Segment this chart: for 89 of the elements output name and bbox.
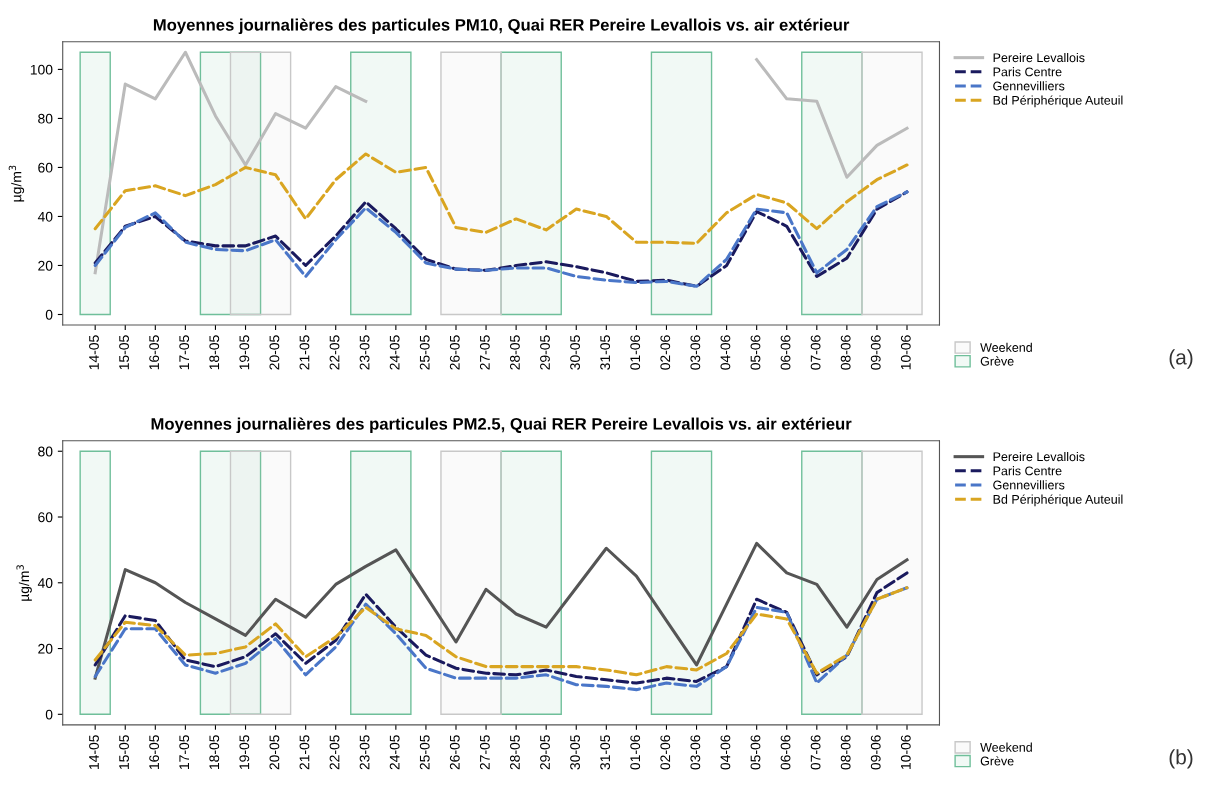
x-tick-label: 07-06 [810, 735, 821, 770]
y-tick-label: 0 [45, 309, 53, 320]
x-tick-label: 05-06 [750, 335, 761, 370]
x-tick-label: 03-06 [690, 335, 701, 370]
y-tick-label: 40 [37, 211, 53, 222]
line-series [93, 190, 909, 288]
x-tick-label: 03-06 [690, 735, 701, 770]
x-tick-label: 22-05 [329, 735, 340, 770]
x-tick-label: 15-05 [119, 735, 129, 770]
y-tick-label: 80 [38, 446, 53, 457]
x-tick-label: 18-05 [209, 735, 220, 770]
legend-label: Gennevilliers [993, 480, 1065, 490]
x-tick-label: 09-06 [870, 735, 881, 770]
x-tick-label: 06-06 [780, 735, 791, 770]
y-tick-label: 100 [30, 64, 53, 75]
legend-label: Grève [980, 356, 1014, 366]
x-tick-label: 19-05 [239, 735, 250, 770]
x-tick-label: 30-05 [570, 335, 580, 370]
x-tick-label: 02-06 [660, 735, 671, 770]
x-tick-label: 29-05 [540, 335, 550, 370]
x-tick-label: 27-05 [479, 735, 490, 770]
x-tick-label: 23-05 [359, 335, 370, 370]
line-series [93, 152, 909, 245]
x-tick-label: 10-06 [900, 335, 911, 370]
x-tick-label: 29-05 [540, 735, 550, 770]
legend-label: Bd Périphérique Auteuil [993, 95, 1123, 108]
x-tick-label: 31-05 [600, 335, 611, 370]
x-tick-label: 02-06 [660, 335, 671, 370]
x-tick-label: 28-05 [510, 735, 520, 770]
x-tick-label: 22-05 [329, 335, 340, 370]
text: (b) [1169, 749, 1193, 769]
x-tick-label: 01-06 [630, 335, 641, 370]
x-tick-label: 25-05 [419, 735, 430, 770]
legend-label: Paris Centre [993, 466, 1062, 476]
legend-label: Weekend [980, 342, 1032, 352]
x-tick-label: 16-05 [149, 335, 160, 370]
x-tick-label: 20-05 [269, 735, 280, 770]
x-tick-label: 21-05 [299, 335, 310, 370]
chart-title: Moyennes journalières des particules PM10, Quai RER Pereire Levallois vs. air extérieur [153, 18, 850, 35]
x-tick-label: 08-06 [840, 735, 851, 770]
y-tick-label: 0 [45, 709, 53, 720]
y-tick-label: 20 [38, 260, 53, 271]
legend-label: Pereire Levallois [993, 52, 1085, 63]
x-tick-label: 14-05 [89, 735, 99, 770]
legend-label: Grève [980, 756, 1014, 766]
legend-label: Bd Périphérique Auteuil [993, 494, 1123, 507]
x-tick-label: 30-05 [570, 735, 580, 770]
y-tick-label: 40 [37, 578, 53, 588]
x-tick-label: 23-05 [359, 735, 370, 770]
x-tick-label: 10-06 [900, 735, 911, 770]
x-tick-label: 20-05 [269, 335, 280, 370]
y-axis-title: µg/m$^{3}$ [8, 165, 25, 202]
y-tick-label: 60 [38, 162, 53, 173]
chart-title: Moyennes journalières des particules PM2.5, Quai RER Pereire Levallois vs. air extérieur [151, 417, 852, 434]
y-tick-label: 20 [38, 643, 53, 654]
line-series [93, 571, 909, 685]
x-tick-label: 26-05 [449, 735, 460, 770]
x-tick-label: 17-05 [179, 335, 190, 370]
x-tick-label: 14-05 [89, 335, 99, 370]
x-tick-label: 25-05 [419, 335, 430, 370]
x-tick-label: 24-05 [389, 335, 400, 370]
x-tick-label: 06-06 [780, 335, 791, 370]
x-tick-label: 24-05 [389, 735, 400, 770]
x-tick-label: 18-05 [209, 335, 220, 370]
x-tick-label: 07-06 [810, 335, 821, 370]
x-tick-label: 09-06 [870, 335, 881, 370]
x-tick-label: 17-05 [179, 735, 190, 770]
x-tick-label: 04-06 [720, 735, 731, 770]
x-tick-label: 27-05 [479, 335, 490, 370]
x-tick-label: 15-05 [119, 335, 129, 370]
line-series [93, 541, 909, 680]
text: (a) [1169, 349, 1193, 369]
y-tick-label: 80 [38, 113, 53, 124]
legend-label: Pereire Levallois [993, 451, 1085, 462]
y-axis-title: µg/m$^{3}$ [16, 565, 32, 601]
x-tick-label: 19-05 [239, 335, 250, 370]
x-tick-label: 16-05 [149, 735, 160, 770]
legend-label: Gennevilliers [993, 81, 1065, 91]
legend-label: Paris Centre [993, 67, 1062, 77]
x-tick-label: 04-06 [720, 335, 731, 370]
x-tick-label: 01-06 [630, 735, 641, 770]
x-tick-label: 28-05 [510, 335, 520, 370]
y-tick-label: 60 [38, 512, 53, 523]
x-tick-label: 31-05 [600, 735, 611, 770]
x-tick-label: 26-05 [449, 335, 460, 370]
x-tick-label: 08-06 [840, 335, 851, 370]
legend-label: Weekend [980, 742, 1032, 752]
x-tick-label: 05-06 [750, 735, 761, 770]
x-tick-label: 21-05 [299, 735, 310, 770]
